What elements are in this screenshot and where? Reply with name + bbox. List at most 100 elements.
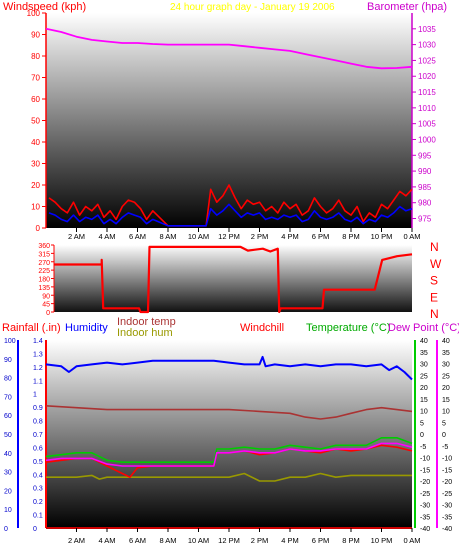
compass-label: E <box>430 290 438 304</box>
humidity-tick-label: 80 <box>4 376 12 383</box>
rain-tick-label: 0.6 <box>33 445 43 452</box>
time-tick-label: 2 AM <box>68 232 85 241</box>
legend-rainfall: Rainfall (.in) <box>2 322 61 334</box>
temp-tick-label: 35 <box>420 350 428 357</box>
rain-tick-label: 0.8 <box>33 419 43 426</box>
temperature-series <box>45 436 413 464</box>
rain-tick-label: 1.2 <box>33 365 43 372</box>
time-tick-label: 6 PM <box>312 232 330 241</box>
time-tick-label: 2 PM <box>251 536 269 545</box>
rain-tick-label: 0.4 <box>33 472 43 479</box>
windspeed-axis-title: Windspeed (kph) <box>3 1 86 13</box>
temp-tick-label: 0 <box>420 432 424 439</box>
dewpoint-tick-label: -40 <box>442 526 452 533</box>
time-tick-label: 6 AM <box>129 232 146 241</box>
wind-tick-label: 30 <box>31 160 40 169</box>
rain-tick-label: 0.7 <box>33 432 43 439</box>
baro-tick-label: 1030 <box>418 41 436 50</box>
wind-tick-label: 0 <box>36 224 41 233</box>
dewpoint-tick-label: 35 <box>442 350 450 357</box>
dewpoint-series <box>45 442 413 467</box>
wind-plot-area <box>46 13 412 228</box>
wind-tick-label: 60 <box>31 95 40 104</box>
time-tick-label: 2 AM <box>68 536 85 545</box>
barometer-axis-title: Barometer (hpa) <box>367 1 447 13</box>
dewpoint-tick-label: -15 <box>442 467 452 474</box>
time-tick-label: 8 PM <box>342 232 360 241</box>
legend-indoor-hum: Indoor hum <box>117 327 173 339</box>
dir-tick-label: 270 <box>38 260 50 267</box>
time-tick-label: 4 PM <box>281 232 299 241</box>
dir-tick-label: 225 <box>38 268 50 275</box>
baro-tick-label: 990 <box>418 167 432 176</box>
dewpoint-tick-label: 15 <box>442 397 450 404</box>
dewpoint-tick-label: 40 <box>442 338 450 345</box>
dir-tick-label: 0 <box>46 310 50 317</box>
dewpoint-tick-label: -20 <box>442 479 452 486</box>
humidity-tick-label: 0 <box>4 526 8 533</box>
time-tick-label: 4 AM <box>98 232 115 241</box>
baro-tick-label: 1035 <box>418 25 436 34</box>
time-tick-label: 4 AM <box>98 536 115 545</box>
time-tick-label: 10 PM <box>371 232 393 241</box>
humidity-tick-label: 10 <box>4 507 12 514</box>
direction-series <box>54 245 413 314</box>
rain-tick-label: 1.1 <box>33 378 43 385</box>
humidity-tick-label: 100 <box>4 338 16 345</box>
wind-tick-label: 40 <box>31 138 40 147</box>
time-tick-label: 8 AM <box>159 536 176 545</box>
rain-tick-label: 1.4 <box>33 338 43 345</box>
baro-tick-label: 980 <box>418 199 432 208</box>
wind-tick-label: 90 <box>31 31 40 40</box>
time-tick-label: 2 PM <box>251 232 269 241</box>
compass-label: N <box>430 240 439 254</box>
gust-series <box>48 184 413 227</box>
humidity-tick-label: 40 <box>4 451 12 458</box>
temp-tick-label: 5 <box>420 420 424 427</box>
baro-tick-label: 1000 <box>418 135 436 144</box>
baro-tick-label: 975 <box>418 215 432 224</box>
humidity-series <box>45 355 413 381</box>
humidity-tick-label: 50 <box>4 432 12 439</box>
temp-tick-label: 15 <box>420 397 428 404</box>
time-tick-label: 0 AM <box>403 232 420 241</box>
temp-tick-label: -5 <box>420 444 426 451</box>
rain-tick-label: 0.3 <box>33 486 43 493</box>
wind-tick-label: 80 <box>31 52 40 61</box>
legend-indoor-temp: Indoor temp <box>117 316 176 328</box>
temp-tick-label: -10 <box>420 456 430 463</box>
baro-tick-label: 1025 <box>418 56 436 65</box>
dewpoint-tick-label: 0 <box>442 432 446 439</box>
wind-tick-label: 70 <box>31 74 40 83</box>
humidity-tick-label: 30 <box>4 470 12 477</box>
humidity-tick-label: 90 <box>4 357 12 364</box>
baro-tick-label: 1005 <box>418 120 436 129</box>
indoor-temp-series <box>45 405 413 420</box>
time-tick-label: 12 PM <box>218 536 240 545</box>
rain-tick-label: 1.3 <box>33 351 43 358</box>
dewpoint-tick-label: 30 <box>442 362 450 369</box>
wind-tick-label: 50 <box>31 117 40 126</box>
rain-tick-label: 0.5 <box>33 459 43 466</box>
temp-tick-label: -25 <box>420 491 430 498</box>
temp-tick-label: -40 <box>420 526 430 533</box>
time-tick-label: 10 AM <box>188 232 209 241</box>
temp-tick-label: -15 <box>420 467 430 474</box>
legend-dew-point: Dew Point (°C) <box>388 322 459 334</box>
compass-label: S <box>430 274 438 288</box>
dewpoint-tick-label: -5 <box>442 444 448 451</box>
humidity-tick-label: 20 <box>4 488 12 495</box>
average-series <box>48 203 413 227</box>
time-tick-label: 8 PM <box>342 536 360 545</box>
dir-tick-label: 45 <box>42 302 50 309</box>
barometer-series <box>45 27 413 70</box>
dir-tick-label: 360 <box>38 243 50 250</box>
time-tick-label: 6 AM <box>129 536 146 545</box>
dewpoint-tick-label: 25 <box>442 373 450 380</box>
indoor-hum-series <box>46 472 412 482</box>
legend-humidity: Humidity <box>65 322 108 334</box>
dir-tick-label: 90 <box>42 293 50 300</box>
baro-tick-label: 1010 <box>418 104 436 113</box>
legend-windchill: Windchill <box>240 322 284 334</box>
